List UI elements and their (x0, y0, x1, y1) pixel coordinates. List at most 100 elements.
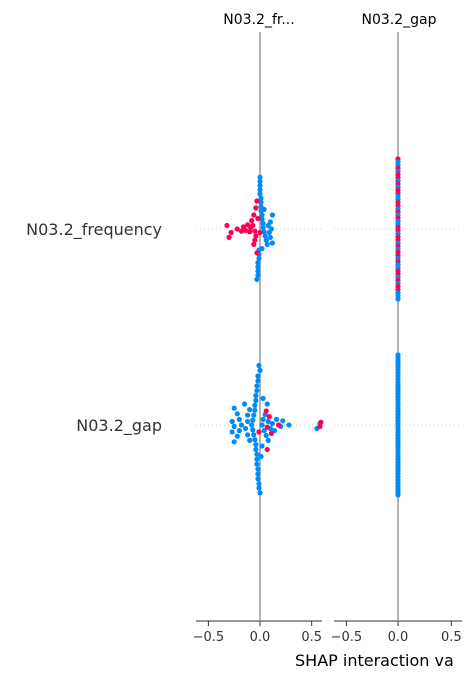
data-point (245, 418, 251, 425)
data-point (252, 228, 258, 234)
data-point (228, 229, 234, 236)
data-point (242, 425, 249, 432)
data-point (264, 424, 270, 430)
x-tick-label: 0.0 (250, 630, 271, 645)
data-point (286, 422, 292, 428)
data-point (257, 187, 263, 193)
data-point (256, 481, 262, 487)
data-point (264, 446, 270, 453)
data-point (253, 233, 259, 239)
data-point (241, 401, 248, 407)
data-point (252, 437, 258, 443)
data-point (263, 237, 269, 243)
data-point (245, 412, 251, 418)
data-point (252, 402, 258, 408)
row-label-gap: N03.2_gap (76, 416, 162, 436)
data-point (256, 485, 262, 491)
data-point (269, 240, 275, 246)
data-point (251, 432, 257, 438)
data-point (280, 418, 286, 424)
data-point (255, 466, 261, 472)
data-point (260, 220, 266, 226)
data-point (395, 296, 401, 302)
data-point (258, 199, 264, 205)
data-point (395, 492, 401, 498)
x-axis-label: SHAP interaction va (295, 651, 454, 670)
data-point (259, 212, 265, 218)
data-point (249, 422, 255, 428)
data-point (231, 439, 237, 445)
data-point (240, 224, 247, 230)
data-point (256, 362, 262, 369)
x-tick-label: 0.5 (441, 630, 462, 645)
data-point (254, 456, 260, 462)
data-point (267, 219, 273, 225)
data-point (231, 405, 237, 411)
data-point (255, 215, 261, 222)
data-point (253, 205, 259, 211)
data-point (245, 222, 251, 228)
data-point (261, 428, 267, 434)
data-point (254, 383, 260, 389)
x-tick-label: 0.5 (301, 630, 322, 645)
data-point (260, 416, 266, 422)
data-point (234, 411, 240, 417)
data-point (255, 272, 261, 278)
data-point (253, 446, 259, 453)
data-point (254, 388, 260, 394)
data-point (234, 226, 240, 232)
panel-2-title: N03.2_gap (362, 12, 437, 28)
data-point (276, 422, 282, 428)
data-point (252, 237, 258, 243)
row-label-frequency: N03.2_frequency (26, 220, 162, 240)
x-tick-label: 0.0 (388, 630, 409, 645)
data-point (257, 174, 263, 180)
data-point (249, 218, 255, 224)
data-point (255, 378, 261, 384)
data-point (257, 229, 263, 236)
data-point (251, 412, 257, 418)
data-point (253, 442, 259, 448)
data-point (253, 393, 259, 399)
data-point (264, 241, 270, 247)
data-point (234, 433, 240, 439)
data-point (254, 461, 260, 467)
data-point (256, 255, 262, 261)
data-point (256, 429, 262, 435)
data-point (267, 234, 273, 240)
data-point (231, 423, 237, 429)
data-point (250, 427, 256, 433)
data-point (254, 250, 260, 256)
data-point (317, 423, 323, 429)
data-point (268, 430, 274, 436)
data-point (261, 206, 267, 212)
data-point (250, 417, 256, 423)
data-point (253, 397, 259, 404)
panel-gap: N03.2_gap −0.5 0.0 0.5 (331, 12, 462, 645)
data-point (258, 453, 264, 460)
data-point (255, 476, 261, 482)
data-point (259, 443, 265, 449)
data-point (247, 229, 253, 235)
data-point (265, 418, 271, 425)
data-point (251, 212, 257, 218)
data-point (263, 432, 269, 439)
data-point (257, 178, 263, 184)
data-point (238, 422, 245, 428)
data-point (238, 228, 245, 234)
data-point (261, 229, 267, 235)
data-point (251, 241, 257, 247)
data-point (236, 428, 242, 434)
data-point (245, 432, 251, 438)
data-point (257, 490, 263, 496)
data-point (255, 471, 261, 477)
data-point (262, 233, 268, 239)
data-point (260, 225, 266, 231)
data-point (254, 276, 260, 282)
x-tick-label: −0.5 (331, 630, 363, 645)
data-point (265, 437, 271, 443)
data-point (254, 451, 260, 457)
x-tick-label: −0.5 (193, 630, 225, 645)
data-point (273, 416, 280, 422)
